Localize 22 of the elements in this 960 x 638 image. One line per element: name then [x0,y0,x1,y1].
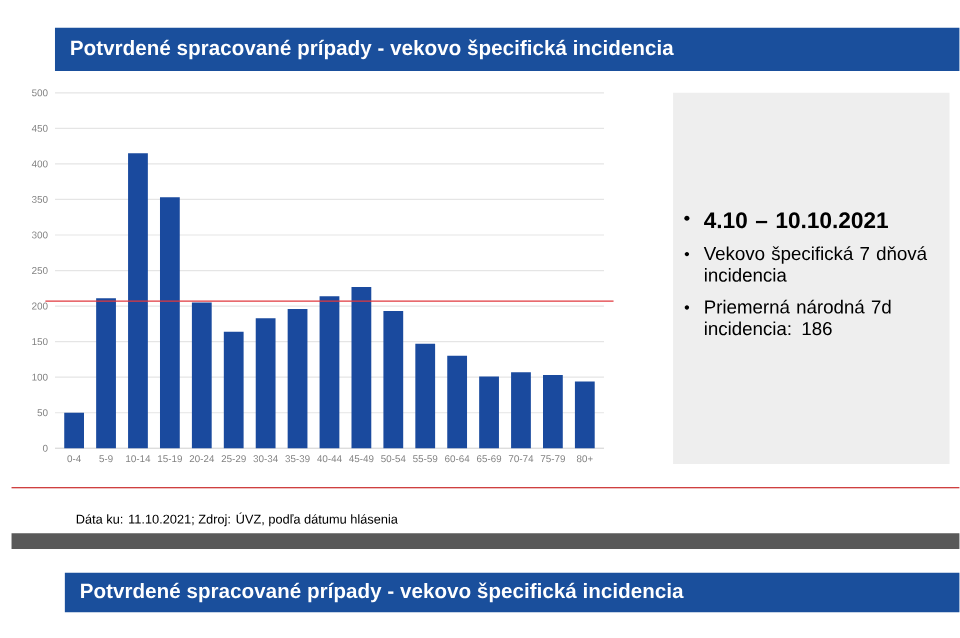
bar [543,375,563,449]
bar [96,298,116,449]
bar [64,412,85,449]
bar [415,343,436,449]
text: Potvrdené spracované prípady - vekovo špecifická incidencia [81,582,684,603]
text: Priemerná národná 7d incidencia: 186 [704,299,891,336]
chart-title: Potvrdené spracované prípady - vekovo špecifická incidencia [71,39,674,60]
bar [574,381,595,449]
bar [479,376,499,449]
bar [287,308,308,449]
text: Vekovo špecifická 7 dňová incidencia [703,246,928,282]
bar [223,331,244,449]
bar [191,302,212,449]
text: 4.10 – 10.10.2021 [704,212,888,229]
bar [383,311,404,449]
bar [351,286,372,449]
bar [128,153,148,449]
bar [159,197,180,449]
bar [511,372,531,449]
bar [319,296,340,449]
bar [255,318,276,449]
bar [447,355,468,449]
